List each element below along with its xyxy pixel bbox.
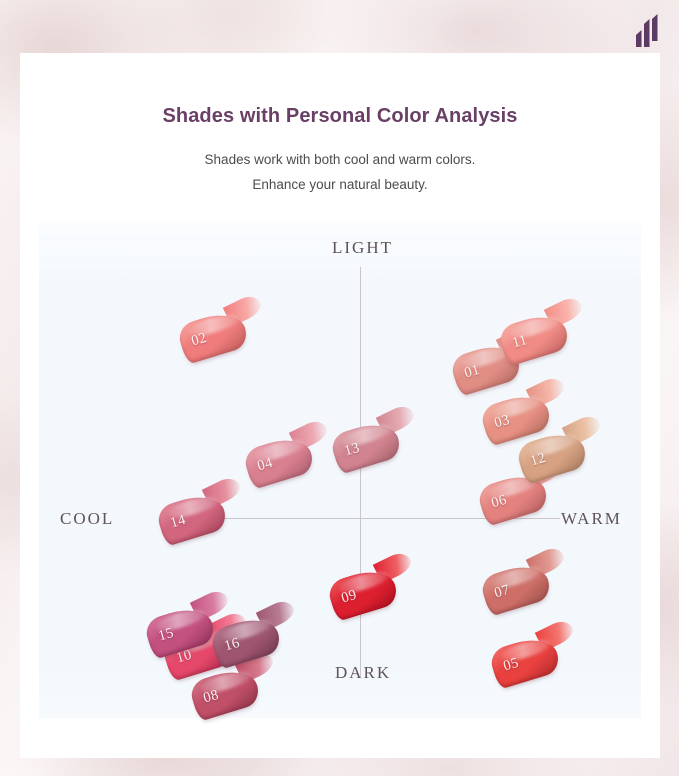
subtitle-line-2: Enhance your natural beauty.	[252, 177, 428, 192]
personal-color-chart: LIGHT DARK COOL WARM 01 02 03 04 05 06 07 08 09 1…	[39, 223, 641, 722]
shade-swatch-09[interactable]: 09	[325, 549, 415, 622]
subtitle-line-1: Shades work with both cool and warm colo…	[204, 152, 476, 167]
shade-swatch-04[interactable]: 04	[241, 416, 331, 490]
shade-swatch-05[interactable]: 05	[487, 616, 577, 690]
axis-label-light: LIGHT	[332, 238, 393, 257]
shade-swatch-14[interactable]: 14	[154, 474, 244, 547]
three-bars-logo-icon	[636, 14, 658, 47]
shade-swatch-07[interactable]: 07	[478, 544, 568, 617]
axis-label-dark: DARK	[335, 663, 392, 682]
shade-swatch-11[interactable]: 11	[496, 294, 586, 367]
horizontal-axis-line	[160, 518, 560, 519]
page-title: Shades with Personal Color Analysis	[162, 105, 518, 127]
axis-label-cool: COOL	[60, 509, 115, 528]
shade-swatch-02[interactable]: 02	[175, 291, 265, 365]
vertical-axis-line	[360, 267, 361, 677]
heading-block: Shades with Personal Color Analysis Shad…	[20, 53, 660, 192]
shade-swatch-13[interactable]: 13	[328, 401, 418, 475]
content-card: Shades with Personal Color Analysis Shad…	[20, 53, 660, 758]
axis-label-warm: WARM	[561, 509, 622, 528]
brand-logo	[629, 13, 663, 47]
